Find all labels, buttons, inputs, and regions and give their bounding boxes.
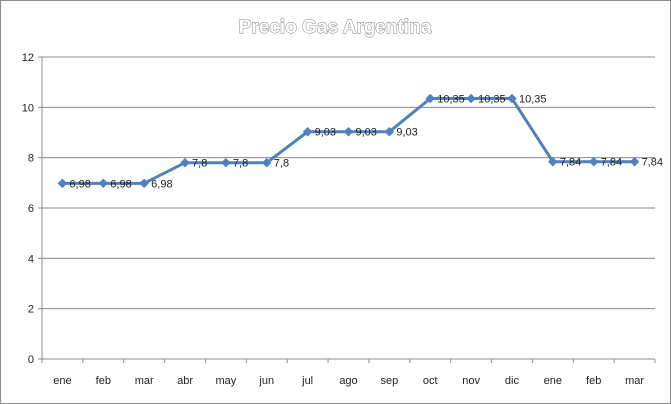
x-tick-label-11: dic [505, 375, 520, 387]
x-tick-label-7: ago [339, 375, 357, 387]
data-label-3: 7,8 [192, 158, 207, 170]
data-point-6 [302, 126, 313, 137]
data-label-5: 7,8 [274, 158, 289, 170]
data-point-8 [384, 126, 395, 137]
data-label-10: 10,35 [478, 94, 506, 106]
x-tick-label-14: mar [625, 375, 644, 387]
data-point-10 [466, 93, 476, 104]
data-point-7 [343, 126, 354, 137]
data-label-0: 6,98 [69, 178, 90, 190]
data-point-4 [221, 157, 231, 168]
data-point-9 [425, 93, 436, 104]
data-label-1: 6,98 [110, 178, 131, 190]
data-point-1 [98, 178, 109, 189]
data-label-9: 10,35 [437, 94, 465, 106]
data-label-7: 9,03 [356, 127, 377, 139]
data-label-12: 7,84 [560, 157, 581, 169]
x-tick-label-9: oct [423, 375, 438, 387]
data-point-5 [261, 157, 272, 168]
data-label-8: 9,03 [396, 127, 417, 139]
x-tick-label-10: nov [462, 375, 480, 387]
series-line-0 [62, 97, 635, 185]
data-point-2 [139, 178, 150, 189]
data-label-6: 9,03 [315, 127, 336, 139]
y-tick-label-2: 2 [28, 304, 34, 316]
x-tick-label-8: sep [380, 375, 398, 387]
x-tick-label-5: jun [258, 375, 274, 387]
data-label-13: 7,84 [601, 157, 622, 169]
y-tick-label-12: 12 [22, 52, 34, 64]
chart-title: Precio Gas Argentina [239, 17, 432, 38]
x-tick-label-4: may [216, 375, 237, 387]
x-tick-label-6: jul [301, 375, 313, 387]
x-tick-label-2: mar [135, 375, 154, 387]
x-tick-label-0: ene [53, 375, 71, 387]
gridlines [38, 56, 655, 360]
data-point-12 [547, 156, 558, 167]
x-tick-label-1: feb [96, 375, 111, 387]
data-point-13 [588, 156, 599, 167]
data-label-2: 6,98 [151, 178, 172, 190]
y-tick-label-4: 4 [28, 253, 34, 265]
data-label-14: 7,84 [642, 157, 663, 169]
x-axis: ene feb mar abr may jun jul ago sep oct nov dic ene f… [41, 358, 656, 387]
data-point-14 [629, 156, 640, 167]
x-tick-label-3: abr [177, 375, 193, 387]
series [57, 93, 640, 189]
x-tick-label-13: feb [586, 375, 601, 387]
data-labels: 6,98 6,98 6,98 7,8 7,8 7,8 9,03 9,03 9,03 10,35 10… [69, 94, 663, 191]
y-tick-label-8: 8 [28, 153, 34, 165]
y-axis: 0 2 4 6 8 10 12 [22, 52, 43, 366]
data-label-11: 10,35 [519, 94, 547, 106]
x-tick-label-12: ene [544, 375, 562, 387]
data-label-4: 7,8 [233, 158, 248, 170]
y-tick-label-6: 6 [28, 203, 34, 215]
y-tick-label-0: 0 [28, 354, 34, 366]
data-point-3 [180, 157, 190, 168]
y-tick-label-10: 10 [22, 102, 34, 114]
data-point-0 [57, 178, 68, 189]
data-point-11 [507, 93, 517, 104]
